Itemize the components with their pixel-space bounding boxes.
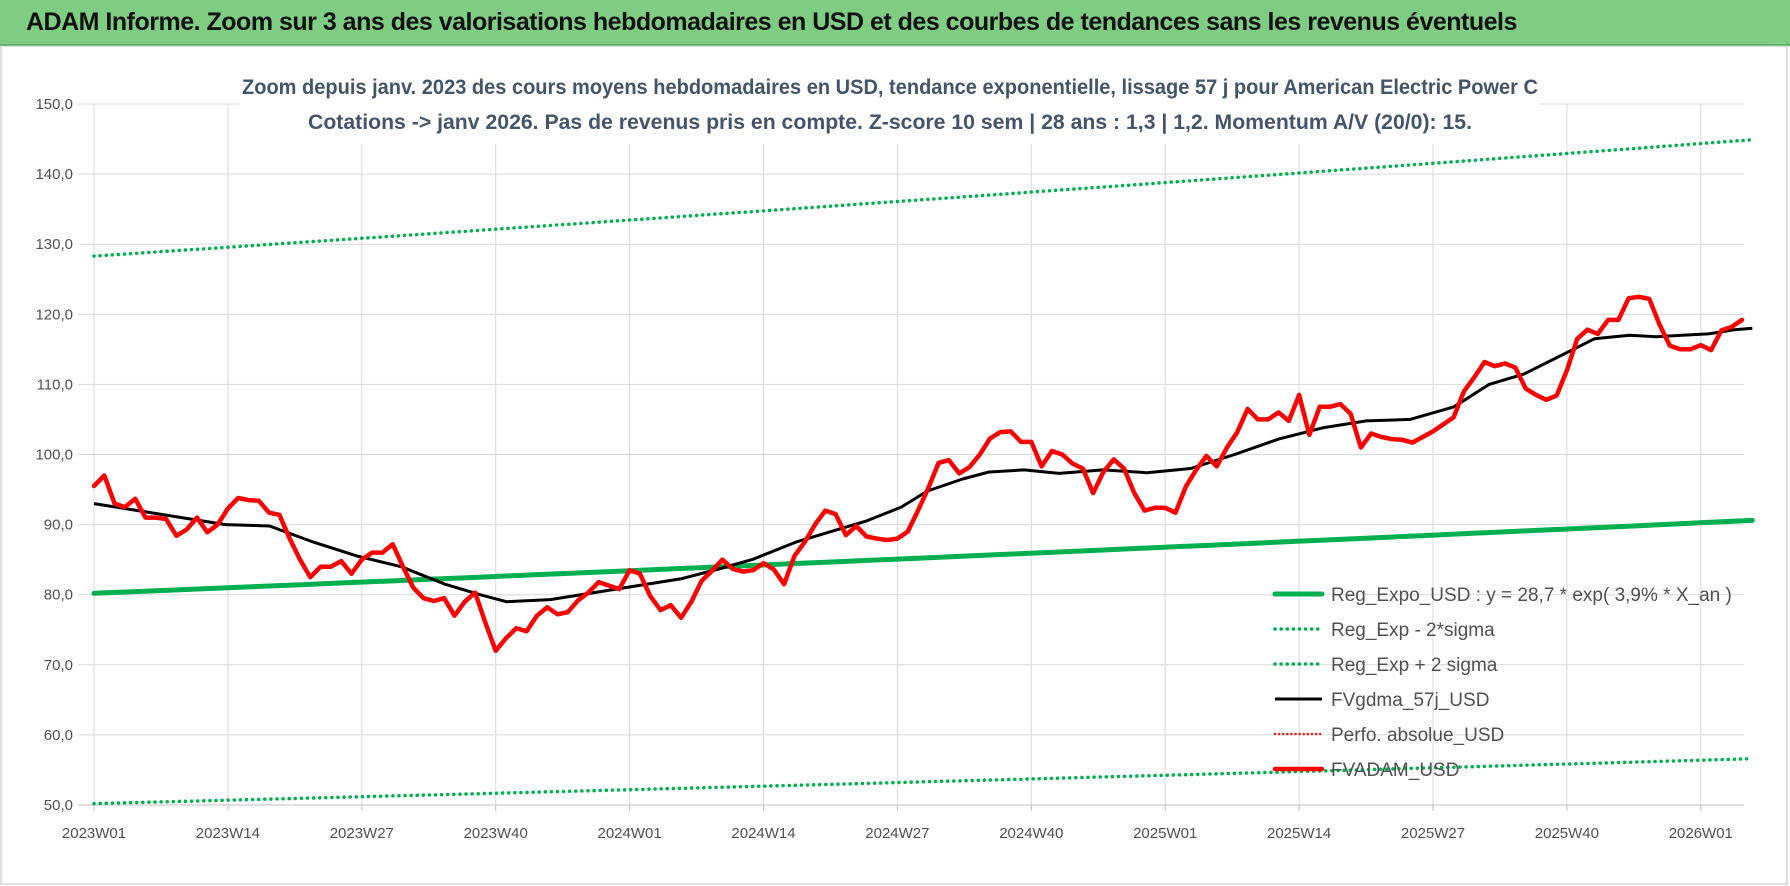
- series-line-fvadam: [91, 294, 1745, 654]
- x-tick-label: 2023W14: [196, 825, 260, 842]
- x-tick-label: 2025W01: [1133, 825, 1197, 842]
- x-tick-label: 2026W01: [1669, 825, 1733, 842]
- x-tick-label: 2025W14: [1267, 825, 1331, 842]
- legend-label-reg_expo: Reg_Expo_USD : y = 28,7 * exp( 3,9% * X_…: [1331, 585, 1732, 606]
- y-tick-label: 50,0: [44, 797, 73, 814]
- banner-title: ADAM Informe. Zoom sur 3 ans des valoris…: [26, 8, 1517, 36]
- legend: Reg_Expo_USD : y = 28,7 * exp( 3,9% * X_…: [1272, 585, 1732, 781]
- y-axis-labels: 50,0 60,0 70,0 80,0 90,0 100,0 110,0 120,0 130,0…: [35, 96, 73, 814]
- x-tick-label: 2024W27: [865, 825, 929, 842]
- series-line-fvgdma: [93, 326, 1753, 604]
- chart-title-line-1: Zoom depuis janv. 2023 des cours moyens …: [242, 76, 1538, 99]
- x-tick-label: 2025W40: [1535, 825, 1599, 842]
- x-tick-label: 2024W40: [999, 825, 1063, 842]
- legend-label-fvadam: FVADAM_USD: [1331, 760, 1459, 781]
- x-tick-label: 2023W40: [464, 825, 528, 842]
- x-tick-label: 2024W14: [731, 825, 795, 842]
- y-tick-label: 130,0: [35, 236, 73, 253]
- chart-border: [0, 45, 1788, 885]
- legend-label-plus: Reg_Exp + 2 sigma: [1331, 655, 1498, 676]
- y-tick-label: 90,0: [44, 517, 73, 534]
- x-tick-label: 2023W27: [330, 825, 394, 842]
- series-line-plus: [92, 138, 1755, 258]
- y-tick-label: 70,0: [44, 657, 73, 674]
- title-background: [240, 68, 1540, 144]
- report-banner: ADAM Informe. Zoom sur 3 ans des valoris…: [0, 0, 1790, 46]
- grid: [78, 103, 1744, 811]
- y-tick-label: 140,0: [35, 166, 73, 183]
- series-line-reg_expo: [91, 517, 1755, 596]
- series-line-minus: [92, 756, 1755, 806]
- x-tick-label: 2025W27: [1401, 825, 1465, 842]
- y-tick-label: 80,0: [44, 587, 73, 604]
- x-tick-label: 2024W01: [597, 825, 661, 842]
- y-tick-label: 100,0: [35, 447, 73, 464]
- y-tick-label: 110,0: [37, 376, 73, 393]
- y-tick-label: 150,0: [35, 96, 73, 113]
- y-tick-label: 60,0: [44, 727, 73, 744]
- x-tick-label: 2023W01: [62, 825, 126, 842]
- series-layer: [91, 138, 1755, 806]
- legend-label-fvgdma: FVgdma_57j_USD: [1331, 690, 1489, 711]
- legend-label-minus: Reg_Exp - 2*sigma: [1331, 620, 1495, 641]
- chart-title-line-2: Cotations -> janv 2026. Pas de revenus p…: [308, 111, 1472, 134]
- y-tick-label: 120,0: [35, 306, 73, 323]
- x-axis-labels: 2023W01 2023W14 2023W27 2023W40 2024W01 2024W…: [62, 825, 1733, 842]
- legend-label-perfo: Perfo. absolue_USD: [1331, 725, 1504, 746]
